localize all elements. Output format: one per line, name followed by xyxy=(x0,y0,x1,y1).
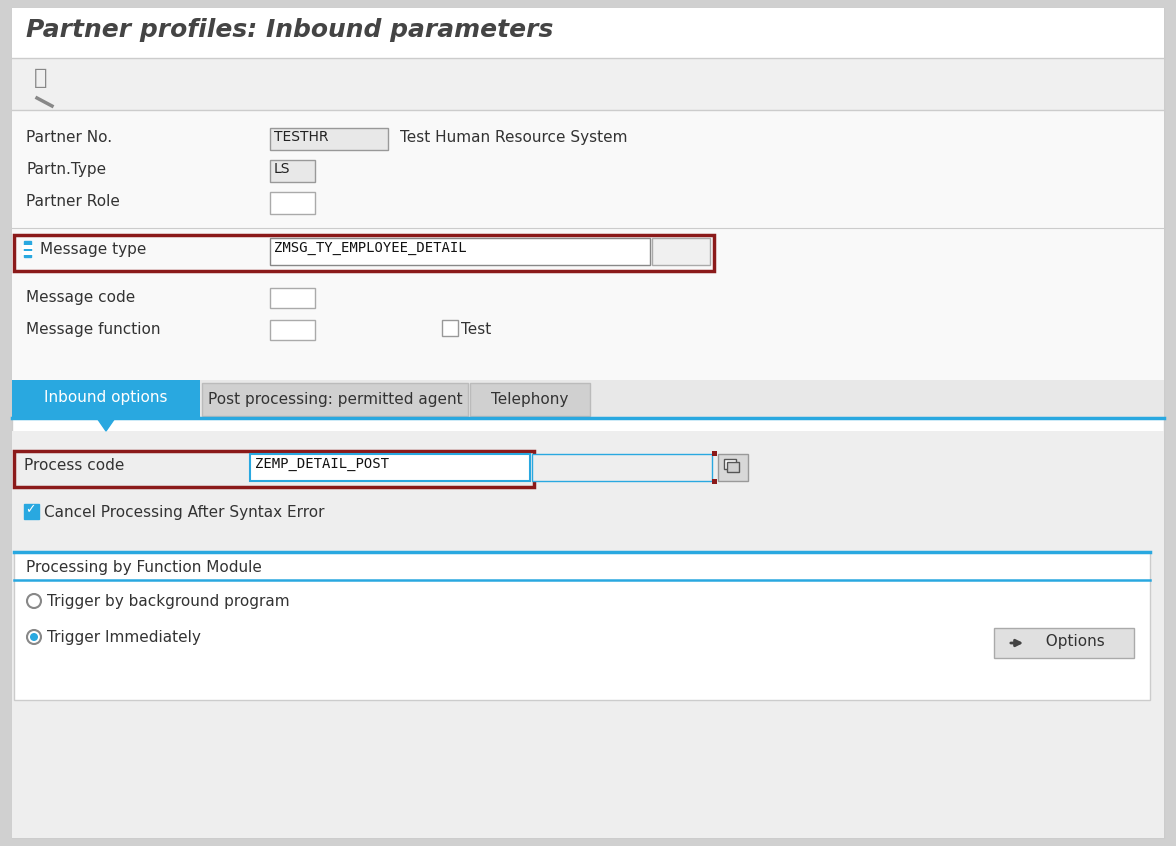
Text: Process code: Process code xyxy=(24,458,125,473)
Text: Message type: Message type xyxy=(40,242,146,257)
Bar xyxy=(12,380,1164,418)
Text: Options: Options xyxy=(1036,634,1104,649)
Bar xyxy=(994,628,1134,658)
Bar xyxy=(724,459,736,469)
Text: TESTHR: TESTHR xyxy=(274,130,328,144)
Text: LS: LS xyxy=(274,162,290,176)
Bar xyxy=(270,128,388,150)
Circle shape xyxy=(27,594,41,608)
Text: Inbound options: Inbound options xyxy=(45,390,168,405)
Text: Post processing: permitted agent: Post processing: permitted agent xyxy=(208,392,462,407)
Text: Message code: Message code xyxy=(26,290,135,305)
Text: ZMSG_TY_EMPLOYEE_DETAIL: ZMSG_TY_EMPLOYEE_DETAIL xyxy=(274,241,467,255)
Bar xyxy=(719,454,748,481)
Text: Cancel Processing After Syntax Error: Cancel Processing After Syntax Error xyxy=(44,505,325,520)
Bar xyxy=(270,320,315,340)
Bar xyxy=(22,251,33,255)
Bar xyxy=(24,504,39,519)
Text: Trigger by background program: Trigger by background program xyxy=(47,594,289,609)
Bar xyxy=(532,454,711,481)
Text: Partner profiles: Inbound parameters: Partner profiles: Inbound parameters xyxy=(26,18,554,42)
Text: Partner No.: Partner No. xyxy=(26,130,112,145)
Bar xyxy=(250,454,530,481)
Bar xyxy=(442,320,457,336)
Bar xyxy=(22,245,33,249)
Polygon shape xyxy=(96,418,115,431)
Bar xyxy=(470,383,590,416)
Bar xyxy=(24,241,31,257)
Bar xyxy=(270,192,315,214)
Bar xyxy=(12,380,200,418)
Circle shape xyxy=(27,630,41,644)
Bar xyxy=(711,451,717,456)
Bar xyxy=(202,383,468,416)
Bar xyxy=(711,479,717,484)
Bar xyxy=(270,288,315,308)
Bar xyxy=(12,110,1164,380)
Bar xyxy=(270,160,315,182)
Text: Message function: Message function xyxy=(26,322,160,337)
Bar xyxy=(14,552,1150,700)
Bar xyxy=(652,238,710,265)
Bar xyxy=(14,451,534,487)
Text: Partn.Type: Partn.Type xyxy=(26,162,106,177)
Text: ZEMP_DETAIL_POST: ZEMP_DETAIL_POST xyxy=(255,457,389,471)
Text: Trigger Immediately: Trigger Immediately xyxy=(47,630,201,645)
Text: Test Human Resource System: Test Human Resource System xyxy=(400,130,628,145)
Bar xyxy=(12,431,1164,838)
Bar xyxy=(727,462,739,472)
Bar xyxy=(12,58,1164,110)
Text: Test: Test xyxy=(461,322,492,337)
Bar xyxy=(14,235,714,271)
Circle shape xyxy=(31,633,38,641)
Bar xyxy=(270,238,650,265)
Text: 👓: 👓 xyxy=(34,68,47,88)
Text: ✓: ✓ xyxy=(25,503,35,516)
Text: Processing by Function Module: Processing by Function Module xyxy=(26,560,262,575)
Text: Telephony: Telephony xyxy=(492,392,569,407)
Text: Partner Role: Partner Role xyxy=(26,194,120,209)
Bar xyxy=(12,8,1164,58)
